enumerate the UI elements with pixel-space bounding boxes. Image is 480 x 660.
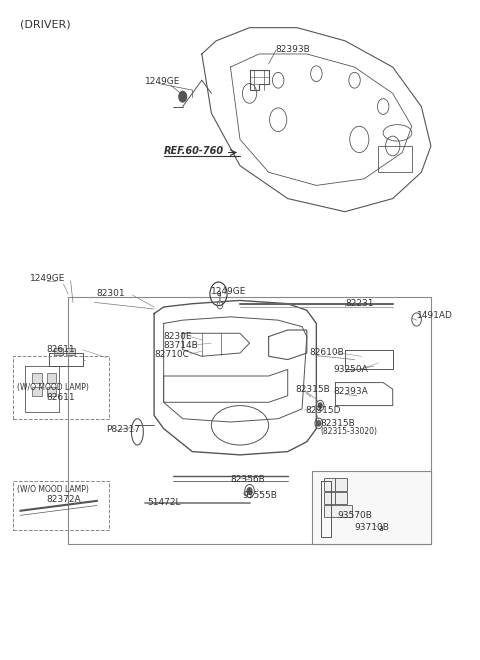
Text: 83714B: 83714B bbox=[164, 341, 198, 350]
Text: 8230E: 8230E bbox=[164, 332, 192, 341]
Text: 51472L: 51472L bbox=[147, 498, 180, 507]
Circle shape bbox=[317, 420, 321, 426]
Bar bbox=[13, 356, 109, 418]
Text: 93250A: 93250A bbox=[333, 365, 368, 374]
Bar bbox=[66, 348, 75, 355]
Bar bbox=[33, 374, 42, 383]
Circle shape bbox=[247, 488, 252, 494]
Bar bbox=[47, 387, 56, 396]
Text: (DRIVER): (DRIVER) bbox=[21, 19, 71, 30]
Text: 82315B: 82315B bbox=[295, 385, 330, 394]
Text: 93570B: 93570B bbox=[338, 511, 372, 520]
Text: 82372A: 82372A bbox=[47, 495, 81, 504]
Text: 82393B: 82393B bbox=[276, 45, 311, 54]
Text: a: a bbox=[378, 524, 383, 533]
Text: a: a bbox=[216, 289, 221, 298]
Text: 1249GE: 1249GE bbox=[211, 287, 247, 296]
Bar bbox=[378, 146, 412, 172]
Text: (W/O MOOD LAMP): (W/O MOOD LAMP) bbox=[17, 383, 88, 392]
Text: 82610B: 82610B bbox=[309, 348, 344, 357]
Text: 82710C: 82710C bbox=[154, 350, 189, 360]
Bar bbox=[324, 478, 336, 491]
Bar bbox=[47, 374, 56, 383]
Bar bbox=[336, 478, 348, 491]
Bar bbox=[68, 297, 431, 544]
Text: 82301: 82301 bbox=[97, 288, 125, 298]
Text: 1249GE: 1249GE bbox=[30, 275, 65, 283]
Bar bbox=[336, 492, 348, 504]
Bar bbox=[33, 387, 42, 396]
Text: 1491AD: 1491AD bbox=[417, 311, 453, 320]
Text: 82611: 82611 bbox=[47, 393, 75, 401]
Bar bbox=[324, 492, 336, 504]
Text: (82315-33020): (82315-33020) bbox=[320, 427, 377, 436]
Text: 82315D: 82315D bbox=[306, 406, 341, 414]
Text: 82611: 82611 bbox=[47, 345, 75, 354]
Bar bbox=[324, 506, 352, 517]
Text: 82231: 82231 bbox=[345, 299, 373, 308]
Text: 93710B: 93710B bbox=[355, 523, 389, 532]
Text: 82315B: 82315B bbox=[320, 419, 355, 428]
Text: 82393A: 82393A bbox=[333, 387, 368, 396]
Text: P82317: P82317 bbox=[107, 426, 140, 434]
Bar bbox=[54, 348, 63, 355]
Text: 82356B: 82356B bbox=[230, 475, 265, 484]
Text: REF.60-760: REF.60-760 bbox=[164, 146, 224, 156]
Text: 93555B: 93555B bbox=[242, 491, 277, 500]
Text: 1249GE: 1249GE bbox=[144, 77, 180, 86]
Bar bbox=[13, 481, 109, 531]
Bar bbox=[312, 471, 431, 544]
Circle shape bbox=[179, 92, 187, 102]
Circle shape bbox=[318, 403, 322, 408]
Text: (W/O MOOD LAMP): (W/O MOOD LAMP) bbox=[17, 484, 88, 494]
